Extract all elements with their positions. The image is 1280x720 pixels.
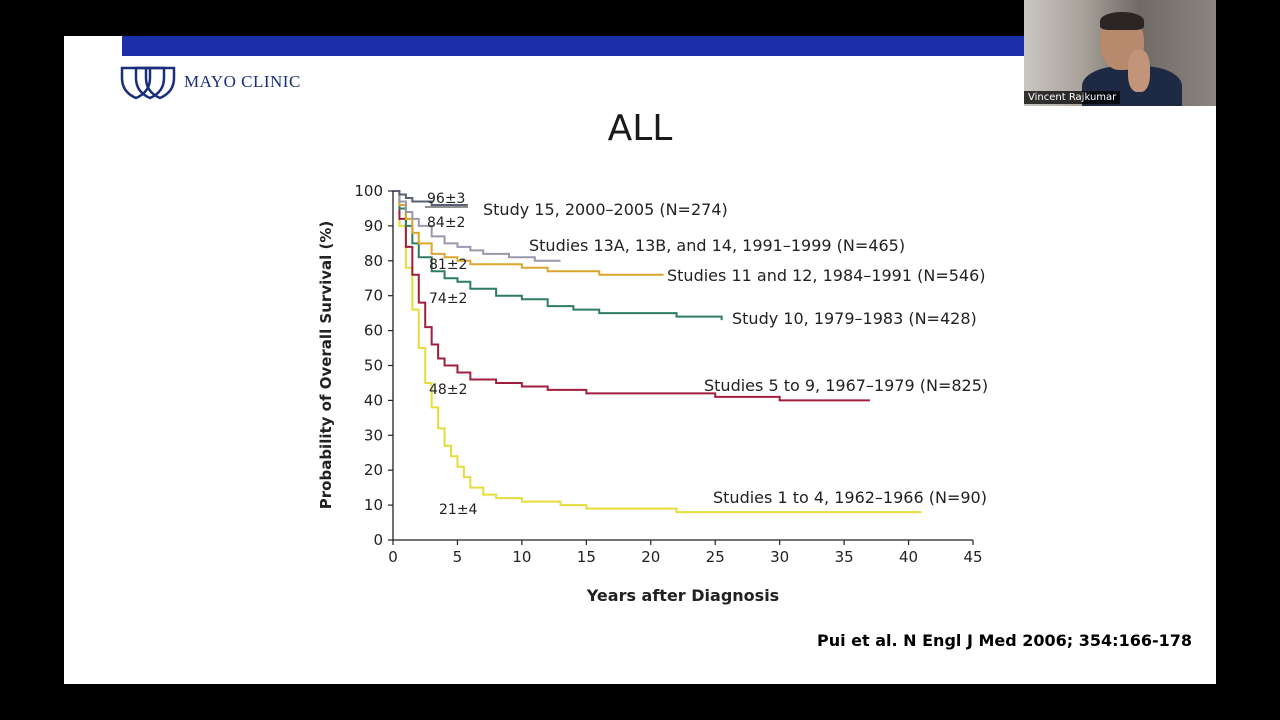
x-tick-label: 45 [963, 548, 982, 566]
participant-hair [1100, 12, 1144, 30]
series-name-label: Studies 1 to 4, 1962–1966 (N=90) [713, 488, 987, 507]
slide [64, 36, 1216, 684]
x-tick-label: 20 [641, 548, 660, 566]
series-name-label: Studies 13A, 13B, and 14, 1991–1999 (N=4… [529, 236, 905, 255]
participant-hand [1128, 50, 1150, 92]
series-point-label: 96±3 [427, 191, 465, 207]
x-tick-label: 25 [706, 548, 725, 566]
mayo-clinic-logo: MAYO CLINIC [120, 64, 301, 100]
x-tick-label: 40 [899, 548, 918, 566]
y-axis-label: Probability of Overall Survival (%) [317, 221, 335, 509]
series-point-label: 48±2 [429, 382, 467, 398]
x-tick-label: 15 [577, 548, 596, 566]
y-tick-label: 100 [354, 182, 383, 200]
x-tick-label: 5 [453, 548, 463, 566]
x-tick-label: 10 [512, 548, 531, 566]
y-tick-label: 20 [364, 461, 383, 479]
series-line [393, 190, 561, 262]
series-point-label: 74±2 [429, 291, 467, 307]
slide-top-bar [122, 36, 1024, 56]
y-tick-label: 60 [364, 322, 383, 340]
y-tick-label: 10 [364, 496, 383, 514]
x-axis-label: Years after Diagnosis [586, 586, 779, 605]
y-tick-label: 80 [364, 252, 383, 270]
series-line [393, 190, 723, 321]
y-tick-label: 50 [364, 357, 383, 375]
x-tick-label: 35 [835, 548, 854, 566]
logo-text: MAYO CLINIC [184, 72, 301, 91]
participant-name: Vincent Rajkumar [1024, 91, 1121, 104]
series-name-label: Study 10, 1979–1983 (N=428) [732, 309, 977, 328]
x-tick-label: 30 [770, 548, 789, 566]
series-name-label: Studies 11 and 12, 1984–1991 (N=546) [667, 266, 986, 285]
citation: Pui et al. N Engl J Med 2006; 354:166-17… [816, 631, 1192, 650]
x-tick-label: 0 [388, 548, 398, 566]
mayo-shield-icon [120, 66, 176, 100]
series-point-label: 81±2 [429, 257, 467, 273]
series-line [393, 190, 468, 206]
slide-title: ALL [607, 108, 673, 149]
series-name-label: Studies 5 to 9, 1967–1979 (N=825) [704, 376, 988, 395]
survival-chart: Study 15, 2000–2005 (N=274) 96±3 Studies 1… [317, 182, 988, 605]
series-line [393, 190, 870, 402]
series-line [393, 190, 922, 514]
participant-video-thumbnail[interactable]: Vincent Rajkumar [1024, 0, 1216, 106]
series-point-label: 84±2 [427, 215, 465, 231]
y-tick-label: 90 [364, 217, 383, 235]
y-tick-label: 0 [373, 531, 383, 549]
series-name-label: Study 15, 2000–2005 (N=274) [483, 200, 728, 219]
y-tick-label: 70 [364, 287, 383, 305]
y-tick-label: 30 [364, 426, 383, 444]
series-point-label: 21±4 [439, 502, 478, 518]
y-tick-label: 40 [364, 391, 383, 409]
series-line [393, 190, 664, 276]
